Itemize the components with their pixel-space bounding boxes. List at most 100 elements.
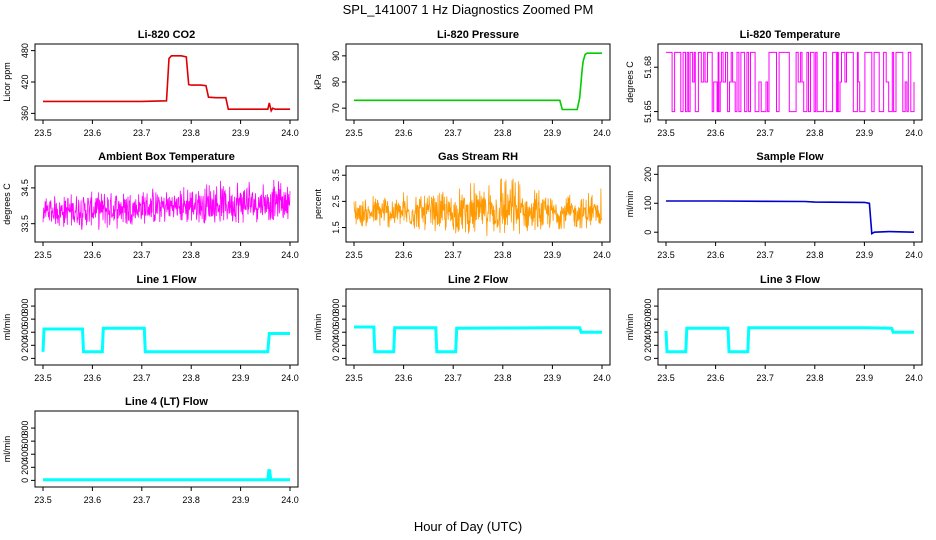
x-tick-label: 23.6 bbox=[84, 373, 102, 383]
panel-title: Line 4 (LT) Flow bbox=[125, 396, 208, 408]
x-tick-label: 23.9 bbox=[232, 128, 250, 138]
x-tick-label: 23.5 bbox=[657, 250, 675, 260]
panel: Line 3 Flow 23.5 23.6 23.7 23.8 23.9 24.0 0 2004… bbox=[625, 274, 923, 383]
x-tick-label: 23.6 bbox=[395, 373, 413, 383]
panel: Sample Flow 23.5 23.6 23.7 23.8 23.9 24.0 0 100 2… bbox=[625, 151, 923, 260]
y-tick-label: 200 bbox=[20, 460, 30, 475]
y-tick-label: 2.5 bbox=[331, 195, 341, 208]
panel: Li-820 Temperature 23.5 23.6 23.7 23.8 23.9 24… bbox=[625, 29, 923, 138]
y-axis-label: degrees C bbox=[625, 61, 635, 103]
x-tick-label: 23.7 bbox=[756, 373, 774, 383]
y-tick-label: 90 bbox=[331, 51, 341, 61]
x-tick-label: 23.9 bbox=[544, 128, 562, 138]
x-tick-label: 24.0 bbox=[281, 128, 299, 138]
y-tick-label: 480 bbox=[20, 43, 30, 58]
x-tick-label: 23.5 bbox=[345, 250, 363, 260]
x-tick-label: 23.8 bbox=[182, 373, 200, 383]
series-line bbox=[42, 179, 291, 230]
x-tick-label: 23.6 bbox=[84, 128, 102, 138]
y-tick-label: 800 bbox=[331, 299, 341, 314]
y-axis-label: ml/min bbox=[2, 314, 12, 341]
x-tick-label: 23.9 bbox=[544, 373, 562, 383]
series-line bbox=[353, 178, 603, 237]
y-tick-label: 800 bbox=[20, 421, 30, 436]
plot-frame bbox=[34, 410, 299, 488]
x-tick-label: 23.8 bbox=[494, 250, 512, 260]
y-tick-label: 0 bbox=[20, 478, 30, 483]
x-tick-label: 23.9 bbox=[232, 373, 250, 383]
panel: Line 2 Flow 23.5 23.6 23.7 23.8 23.9 24.0 0 2004… bbox=[313, 274, 611, 383]
panel-title: Line 3 Flow bbox=[760, 274, 820, 286]
x-tick-label: 23.5 bbox=[34, 128, 52, 138]
y-tick-label: 400 bbox=[20, 325, 30, 340]
panel: Li-820 Pressure 23.5 23.6 23.7 23.8 23.9 24.0 7… bbox=[313, 29, 611, 138]
x-tick-label: 23.5 bbox=[34, 373, 52, 383]
y-tick-label: 800 bbox=[20, 299, 30, 314]
series-line bbox=[41, 326, 290, 354]
x-tick-label: 23.7 bbox=[444, 250, 462, 260]
y-tick-label: 600 bbox=[331, 312, 341, 327]
panel: Gas Stream RH 23.5 23.6 23.7 23.8 23.9 24.0 1.5… bbox=[313, 151, 611, 260]
x-tick-label: 23.9 bbox=[544, 250, 562, 260]
y-tick-label: 0 bbox=[643, 356, 653, 361]
plot-frame bbox=[657, 288, 923, 366]
y-tick-label: 200 bbox=[643, 338, 653, 353]
figure-title: SPL_141007 1 Hz Diagnostics Zoomed PM bbox=[343, 2, 594, 17]
y-axis-label: percent bbox=[313, 188, 323, 219]
panel: Li-820 CO2 23.5 23.6 23.7 23.8 23.9 24.0 360 420… bbox=[2, 29, 299, 138]
x-tick-label: 23.8 bbox=[182, 495, 200, 505]
series-line bbox=[354, 325, 602, 354]
y-axis-label: ml/min bbox=[2, 436, 12, 463]
y-tick-label: 1.5 bbox=[331, 221, 341, 234]
y-tick-label: 80 bbox=[331, 77, 341, 87]
plot-frame bbox=[657, 165, 923, 243]
x-tick-label: 24.0 bbox=[593, 250, 611, 260]
y-tick-label: 420 bbox=[20, 74, 30, 89]
y-tick-label: 51.65 bbox=[643, 100, 653, 123]
plot-frame bbox=[34, 288, 299, 366]
y-tick-label: 800 bbox=[643, 299, 653, 314]
x-tick-label: 23.7 bbox=[133, 250, 151, 260]
y-tick-label: 0 bbox=[643, 230, 653, 235]
x-tick-label: 23.9 bbox=[856, 250, 874, 260]
x-tick-label: 24.0 bbox=[593, 373, 611, 383]
y-tick-label: 600 bbox=[643, 312, 653, 327]
y-tick-label: 200 bbox=[643, 167, 653, 182]
x-tick-label: 23.9 bbox=[232, 495, 250, 505]
panel-title: Sample Flow bbox=[756, 151, 824, 163]
x-tick-label: 23.8 bbox=[806, 128, 824, 138]
x-tick-label: 24.0 bbox=[281, 495, 299, 505]
y-tick-label: 200 bbox=[331, 338, 341, 353]
y-tick-label: 0 bbox=[331, 356, 341, 361]
y-tick-label: 400 bbox=[331, 325, 341, 340]
x-tick-label: 24.0 bbox=[281, 373, 299, 383]
y-tick-label: 600 bbox=[20, 312, 30, 327]
x-tick-label: 23.8 bbox=[182, 250, 200, 260]
y-tick-label: 0 bbox=[20, 356, 30, 361]
x-tick-label: 23.5 bbox=[34, 495, 52, 505]
panel: Line 4 (LT) Flow 23.5 23.6 23.7 23.8 23.9 24.0… bbox=[2, 396, 299, 505]
series-line bbox=[354, 52, 602, 111]
panel-title: Li-820 CO2 bbox=[138, 29, 195, 41]
plot-frame bbox=[345, 288, 611, 366]
plot-frame bbox=[345, 165, 611, 243]
series-line bbox=[43, 55, 290, 113]
x-tick-label: 23.5 bbox=[34, 250, 52, 260]
y-tick-label: 200 bbox=[20, 338, 30, 353]
x-tick-label: 23.5 bbox=[657, 128, 675, 138]
x-tick-label: 23.8 bbox=[182, 128, 200, 138]
x-tick-label: 23.7 bbox=[133, 128, 151, 138]
x-tick-label: 23.6 bbox=[84, 495, 102, 505]
panel-grid: Li-820 CO2 23.5 23.6 23.7 23.8 23.9 24.0 360 420… bbox=[2, 29, 923, 505]
y-tick-label: 3.5 bbox=[331, 169, 341, 182]
y-axis-label: ml/min bbox=[625, 314, 635, 341]
x-tick-label: 23.6 bbox=[395, 128, 413, 138]
x-tick-label: 23.6 bbox=[707, 128, 725, 138]
series-line bbox=[666, 200, 915, 236]
x-tick-label: 24.0 bbox=[905, 373, 923, 383]
series-line bbox=[664, 326, 914, 354]
y-tick-label: 400 bbox=[643, 325, 653, 340]
x-tick-label: 23.7 bbox=[444, 128, 462, 138]
figure-x-axis-label: Hour of Day (UTC) bbox=[414, 519, 522, 534]
x-tick-label: 24.0 bbox=[905, 250, 923, 260]
